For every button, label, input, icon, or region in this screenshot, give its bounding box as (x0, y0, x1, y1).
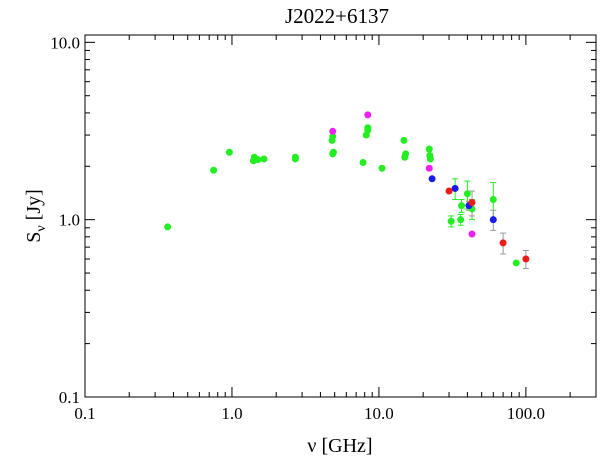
y-tick-label: 10.0 (50, 33, 80, 52)
data-point-green (489, 195, 497, 203)
data-point-green (291, 153, 299, 161)
x-tick-label: 0.1 (74, 404, 95, 423)
data-point-magenta (468, 230, 476, 238)
data-point-green (447, 217, 455, 225)
data-point-green (364, 126, 372, 134)
y-tick-label: 0.1 (59, 388, 80, 407)
x-tick-label: 10.0 (364, 404, 394, 423)
data-point-green (359, 159, 367, 167)
data-point-blue (428, 175, 436, 183)
data-point-green (426, 155, 434, 163)
x-tick-label: 100.0 (507, 404, 545, 423)
data-point-green (400, 136, 408, 144)
data-point-green (425, 145, 433, 153)
axis-ticks (84, 35, 597, 398)
data-point-magenta (425, 164, 433, 172)
data-point-green (458, 202, 466, 210)
y-axis-label: Sν [Jy] (23, 189, 49, 243)
data-point-green (329, 132, 337, 140)
y-axis-label-sub: ν (34, 225, 49, 231)
data-point-green (512, 259, 520, 267)
data-point-green (402, 150, 410, 158)
data-point-magenta (329, 127, 337, 135)
data-point-blue (451, 184, 459, 192)
data-point-green (463, 190, 471, 198)
y-axis-label-main: S (23, 232, 45, 243)
data-point-green (260, 155, 268, 163)
data-point-green (164, 223, 172, 231)
x-axis-label: ν [GHz] (307, 435, 372, 457)
data-point-blue (489, 216, 497, 224)
data-point-red (499, 239, 507, 247)
error-bars (448, 178, 529, 270)
data-point-green (210, 166, 218, 174)
y-axis-label-unit: [Jy] (23, 189, 45, 225)
axis-tick-labels: 0.1 1.0 10.0 100.0 0.1 1.0 10.0 (50, 33, 545, 423)
plot-frame (84, 34, 597, 398)
data-point-green (378, 164, 386, 172)
data-point-green (457, 216, 465, 224)
x-tick-label: 1.0 (221, 404, 242, 423)
data-point-red (468, 198, 476, 206)
data-point-green (254, 156, 262, 164)
data-point-green (225, 148, 233, 156)
data-point-red (445, 187, 453, 195)
data-point-magenta (364, 111, 372, 119)
data-point-red (522, 255, 530, 263)
chart-title: J2022+6137 (285, 4, 389, 28)
data-point-green (329, 148, 337, 156)
data-points (164, 111, 530, 267)
y-tick-label: 1.0 (59, 211, 80, 230)
